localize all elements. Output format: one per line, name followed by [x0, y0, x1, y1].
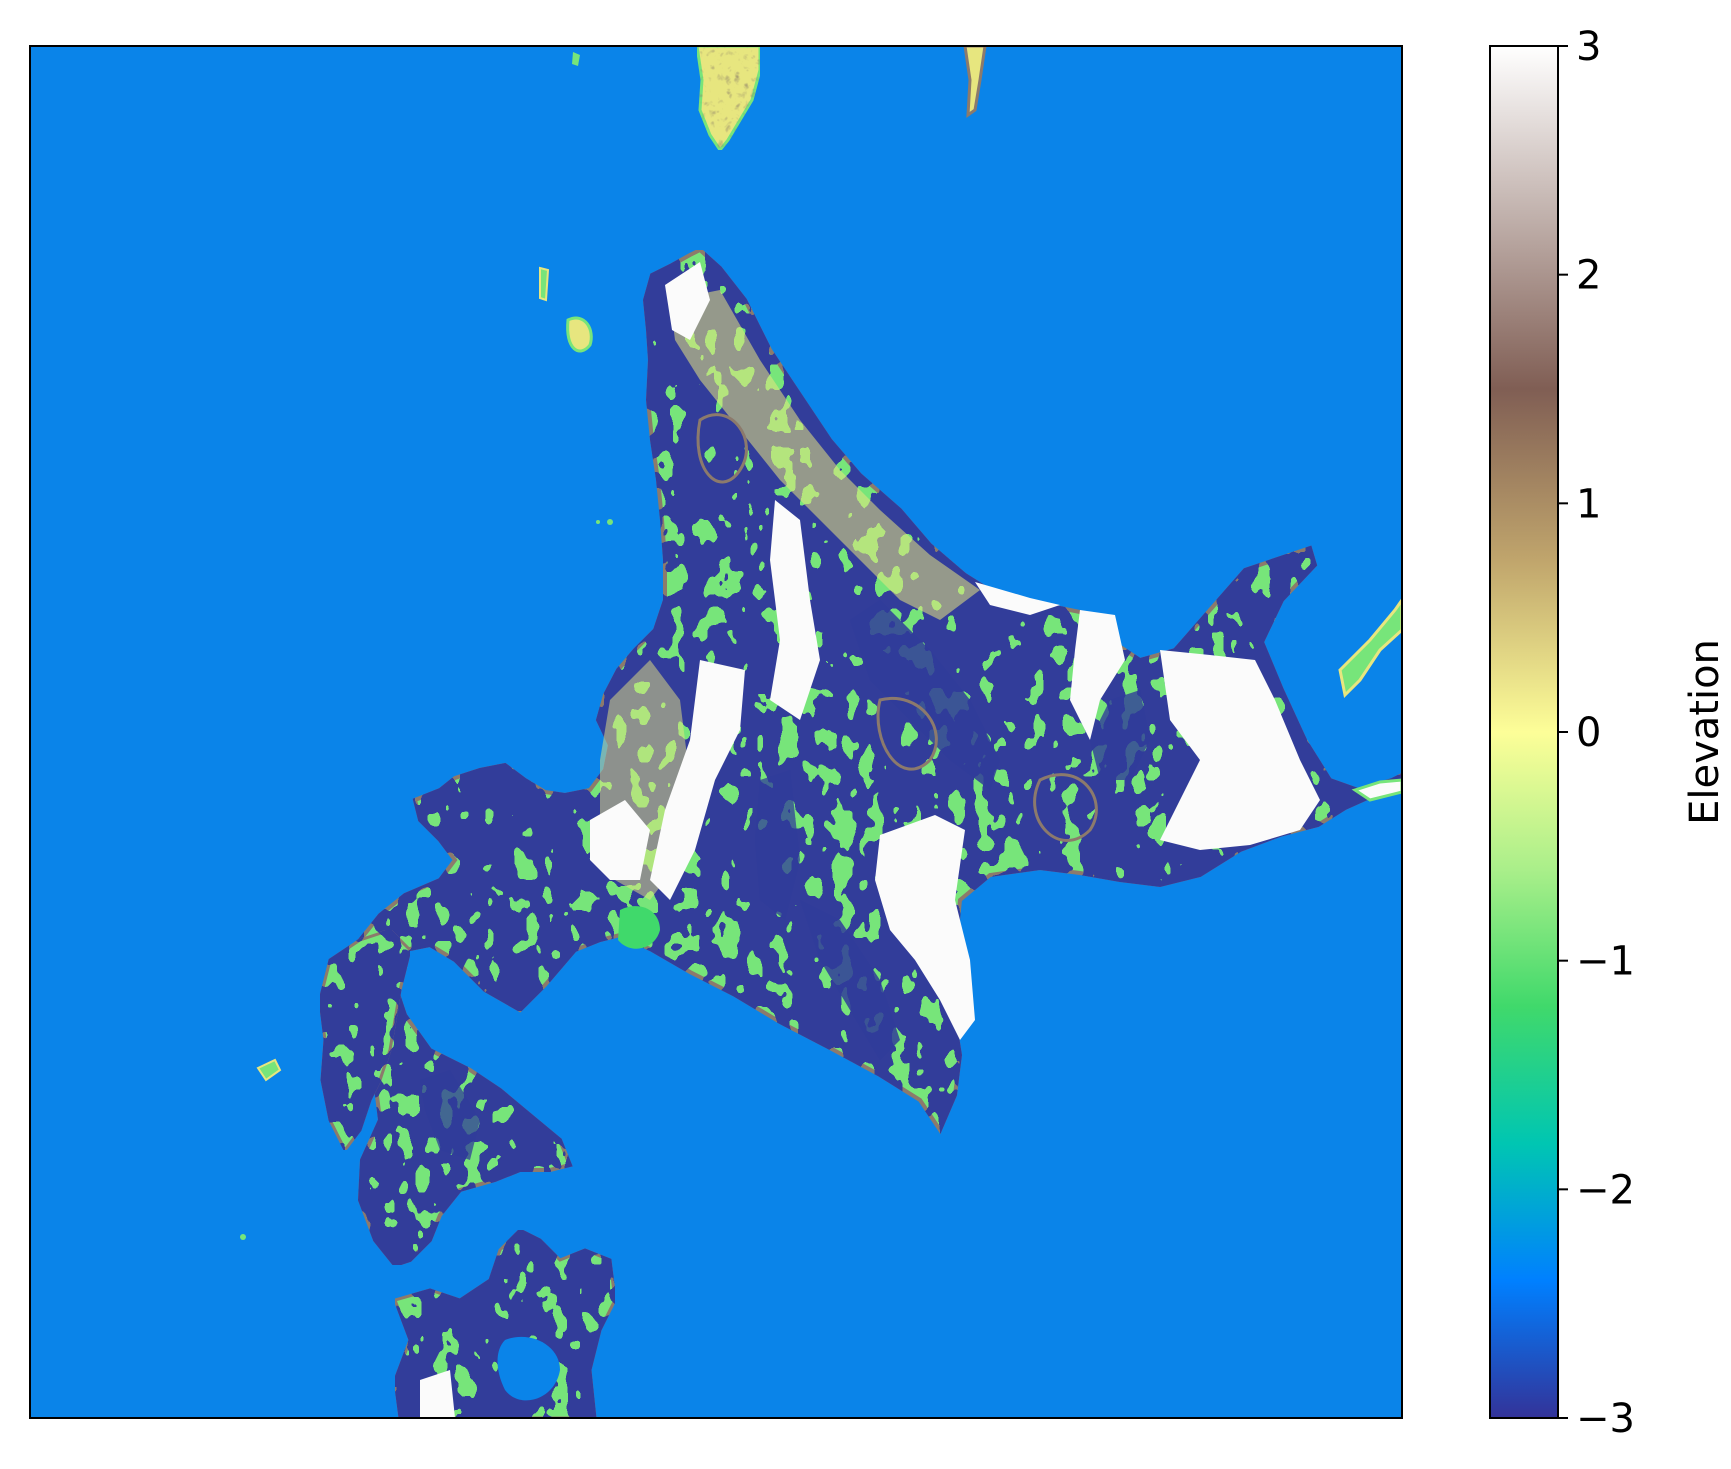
small-islet-sw	[256, 1058, 282, 1082]
ridge-east	[1090, 690, 1150, 780]
map-frame	[29, 45, 1403, 1419]
northern-island	[572, 46, 987, 153]
colorbar-label: Elevation	[1682, 639, 1728, 825]
tiny-islet-sw	[240, 1234, 246, 1240]
high-plateau-west	[650, 660, 745, 900]
ridge-central	[850, 600, 1000, 790]
western-islet-2	[566, 316, 593, 353]
northern-island-shape	[695, 46, 762, 153]
colorbar-tick-label: 1	[1576, 481, 1601, 527]
southern-bay	[497, 1336, 560, 1401]
southwest-peninsula	[240, 928, 412, 1240]
colorbar-tick-label: −2	[1576, 1167, 1635, 1213]
high-plateau-central	[770, 500, 820, 720]
colorbar-tick-label: 2	[1576, 253, 1601, 299]
eastern-island-shape	[1338, 597, 1402, 699]
main-landmass	[317, 247, 1402, 1268]
high-plateau-south	[875, 815, 975, 1040]
contour-blob-2	[876, 697, 938, 771]
southern-highland	[420, 1370, 455, 1418]
southern-landmass	[393, 1228, 617, 1418]
map-panel	[30, 46, 1402, 1418]
colorbar-ticks: 3 2 1 0 −1 −2 −3	[1558, 24, 1635, 1442]
high-plateau-coast-north	[975, 582, 1060, 615]
northeast-islet	[963, 46, 987, 119]
western-islet-3	[607, 519, 613, 525]
western-islet	[539, 266, 613, 525]
eastern-island	[1338, 597, 1402, 802]
high-plateau-east	[1160, 650, 1320, 850]
tiny-islet-top	[572, 52, 580, 66]
contour-blob-3	[1033, 773, 1098, 842]
ridge-south	[800, 900, 900, 1060]
western-islet-1	[539, 266, 550, 302]
contour-blob-1	[696, 413, 748, 484]
high-plateau-northeast	[1070, 610, 1125, 740]
eastern-spit	[1351, 778, 1402, 802]
ridge-west	[755, 770, 800, 920]
colorbar: 3 2 1 0 −1 −2 −3 Elevation	[1489, 24, 1728, 1442]
western-islet-4	[596, 520, 600, 524]
colorbar-tick-label: −3	[1576, 1396, 1635, 1442]
colorbar-tick-label: 0	[1576, 710, 1601, 756]
ridge-peninsula	[420, 1070, 480, 1160]
lake	[618, 906, 660, 949]
colorbar-bar	[1489, 45, 1559, 1419]
lowland-band	[670, 290, 980, 620]
high-plateau-north	[665, 262, 710, 340]
colorbar-tick-label: 3	[1576, 24, 1601, 70]
southwest-peninsula-shape	[318, 928, 412, 1153]
colorbar-tick-label: −1	[1576, 939, 1635, 985]
high-plateau-coast-west	[590, 800, 650, 880]
